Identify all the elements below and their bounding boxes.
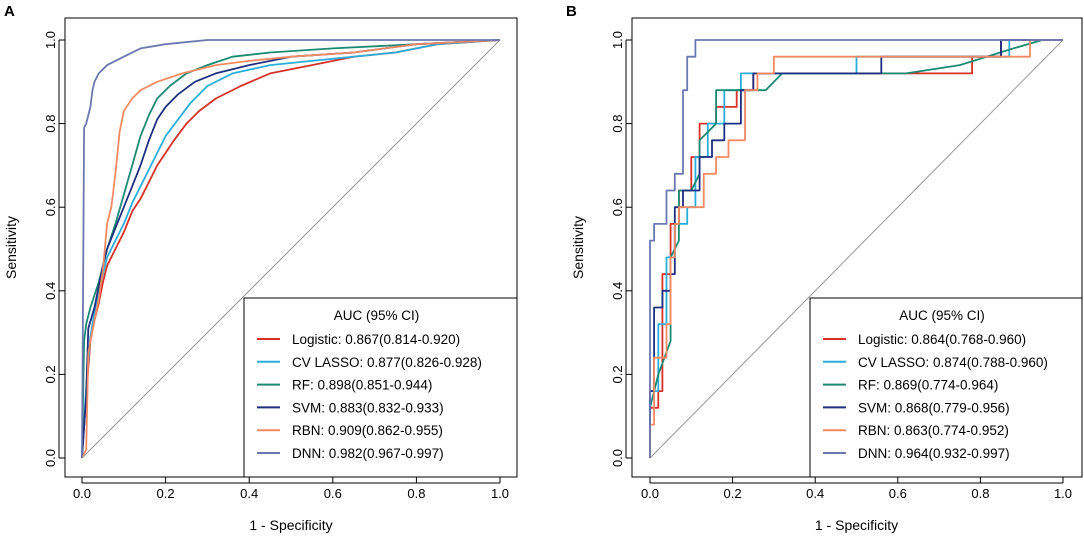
x-axis-title: 1 - Specificity	[249, 517, 332, 533]
legend-entry: SVM: 0.883(0.832-0.933)	[292, 400, 444, 415]
legend-entry: SVM: 0.868(0.779-0.956)	[858, 400, 1010, 415]
legend-box	[809, 297, 1083, 478]
x-tick-label: 0.4	[240, 486, 258, 501]
reference-diagonal-line	[649, 39, 1064, 459]
y-tick-label: 0.4	[43, 282, 58, 300]
panel-label: A	[4, 3, 15, 20]
y-axis-title: Sensitivity	[570, 216, 586, 279]
y-tick-label: 0.2	[43, 365, 58, 383]
y-tick-label: 0.6	[43, 198, 58, 216]
legend-title: AUC (95% CI)	[334, 308, 420, 323]
x-tick-label: 0.0	[73, 486, 91, 501]
legend-entry: CV LASSO: 0.874(0.788-0.960)	[858, 355, 1048, 370]
roc-curve-dnn	[81, 39, 500, 459]
x-tick-label: 0.6	[889, 486, 907, 501]
x-tick-label: 1.0	[1054, 486, 1072, 501]
x-axis-title: 1 - Specificity	[815, 517, 898, 533]
x-tick-label: 0.4	[806, 486, 824, 501]
legend-entry: DNN: 0.964(0.932-0.997)	[858, 446, 1010, 461]
panel-label: B	[566, 3, 577, 20]
x-tick-label: 0.2	[157, 486, 175, 501]
legend-entry: Logistic: 0.864(0.768-0.960)	[858, 332, 1026, 347]
legend-entry: RBN: 0.863(0.774-0.952)	[858, 423, 1009, 438]
y-tick-label: 1.0	[610, 31, 625, 49]
legend-entry: CV LASSO: 0.877(0.826-0.928)	[292, 355, 482, 370]
x-tick-label: 0.6	[324, 486, 342, 501]
roc-curve-rf	[649, 39, 1063, 458]
y-tick-label: 0.8	[610, 115, 625, 133]
legend-entry: RF: 0.869(0.774-0.964)	[858, 378, 998, 393]
legend: AUC (95% CI) Logistic: 0.864(0.768-0.960)…	[809, 297, 1083, 478]
legend-box	[243, 297, 518, 478]
y-axis-title: Sensitivity	[3, 216, 19, 279]
y-tick-label: 0.0	[610, 449, 625, 467]
y-tick-label: 0.8	[43, 115, 58, 133]
y-tick-label: 0.2	[610, 365, 625, 383]
x-tick-label: 0.0	[641, 486, 659, 501]
legend-entry: DNN: 0.982(0.967-0.997)	[292, 446, 444, 461]
legend-entry: Logistic: 0.867(0.814-0.920)	[292, 332, 460, 347]
legend: AUC (95% CI) Logistic: 0.867(0.814-0.920)…	[243, 297, 518, 478]
roc-curve-dnn	[649, 39, 1063, 458]
x-tick-label: 0.2	[724, 486, 742, 501]
x-tick-label: 1.0	[491, 486, 509, 501]
y-tick-label: 0.6	[610, 198, 625, 216]
legend-title: AUC (95% CI)	[899, 308, 985, 323]
y-tick-label: 0.0	[43, 449, 58, 467]
y-tick-label: 1.0	[43, 31, 58, 49]
roc-curve-rf	[81, 39, 501, 459]
y-tick-label: 0.4	[610, 282, 625, 300]
roc-curve-cv-lasso	[649, 39, 1063, 458]
roc-curve-svm	[649, 39, 1063, 458]
roc-curve-svm	[81, 39, 501, 459]
legend-entry: RF: 0.898(0.851-0.944)	[292, 378, 432, 393]
x-tick-label: 0.8	[407, 486, 425, 501]
panel-a: A 0.0 0.2 0.4 0.6 0.8 1.0 0.0 0.2 0.4 0.6 0.8 1.0 1 -…	[3, 3, 518, 533]
x-tick-label: 0.8	[971, 486, 989, 501]
panel-b: B 0.0 0.2 0.4 0.6 0.8 1.0 0.0 0.2 0.4 0.6 0.8 1.0 1 -…	[566, 3, 1083, 533]
reference-diagonal-line	[81, 39, 501, 459]
roc-curve-rbn	[649, 39, 1063, 458]
roc-curve-rbn	[81, 39, 501, 459]
legend-entry: RBN: 0.909(0.862-0.955)	[292, 423, 443, 438]
